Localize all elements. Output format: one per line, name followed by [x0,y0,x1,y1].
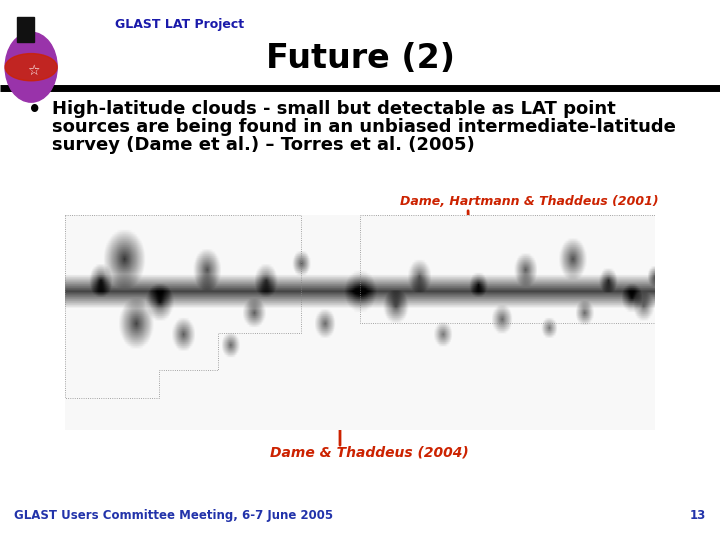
Text: survey (Dame et al.) – Torres et al. (2005): survey (Dame et al.) – Torres et al. (20… [52,136,474,154]
Text: •: • [28,100,41,120]
Ellipse shape [5,53,57,81]
Ellipse shape [5,32,57,102]
Bar [17,17,35,42]
Text: GLAST LAT Project: GLAST LAT Project [115,18,244,31]
Text: Dame & Thaddeus (2004): Dame & Thaddeus (2004) [270,445,469,459]
Text: Future (2): Future (2) [266,42,454,75]
Text: GLAST Users Committee Meeting, 6-7 June 2005: GLAST Users Committee Meeting, 6-7 June … [14,509,333,522]
Text: ☆: ☆ [27,64,39,78]
Text: 13: 13 [690,509,706,522]
Text: High-latitude clouds - small but detectable as LAT point: High-latitude clouds - small but detecta… [52,100,616,118]
Text: sources are being found in an unbiased intermediate-latitude: sources are being found in an unbiased i… [52,118,676,136]
Text: Dame, Hartmann & Thaddeus (2001): Dame, Hartmann & Thaddeus (2001) [400,195,659,208]
